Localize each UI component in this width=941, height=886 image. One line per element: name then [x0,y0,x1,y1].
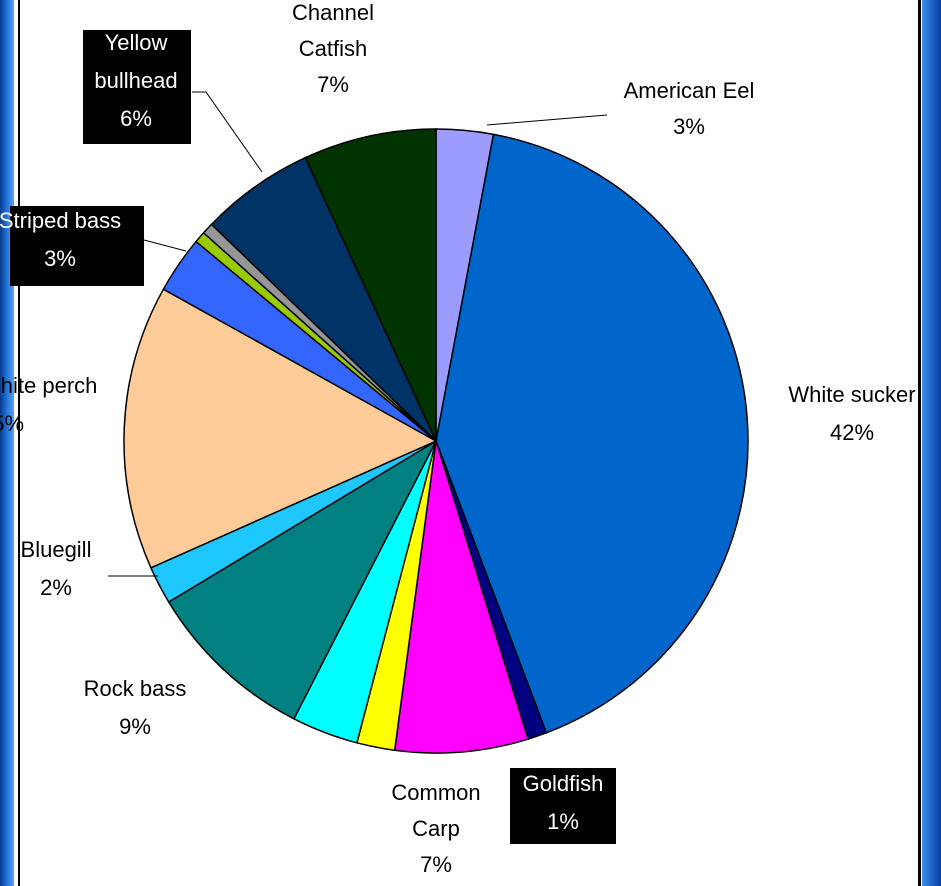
leader-line-striped-bass [143,239,187,252]
label-box-yellow-bullhead [83,30,191,144]
leader-lines [108,91,608,577]
slice-label-common-carp: Common Carp 7% [391,780,480,877]
leader-line-american-eel [486,114,608,126]
frame-border-right [918,0,921,886]
slice-label-yellow-bullhead: Yellow bullhead 6% [94,30,177,131]
frame-border-left [18,0,20,886]
slice-label-goldfish: Goldfish 1% [523,771,604,834]
pie-slice-channel-catfish [304,128,437,442]
slice-label-white-perch: White perch15% [0,373,97,436]
slice-label-striped-bass: Striped bass 3% [0,208,121,271]
leader-line-yellow-bullhead [192,91,263,173]
pie-slice-white-sucker [435,133,749,734]
label-box-goldfish [510,768,616,844]
pie-slices [123,128,749,754]
label-box-striped-bass [10,206,144,286]
slice-label-american-eel: American Eel 3% [624,78,755,139]
slice-label-channel-catfish: Channel Catfish 7% [292,0,374,97]
slice-label-rock-bass: Rock bass 9% [84,676,187,739]
pie-slice-common-carp [393,440,530,754]
pie-slice-white-perch [123,288,438,569]
pie-slice-rock-bass [167,439,438,720]
slice-labels: American Eel 3% White sucker 42% Goldfish 1% C… [0,0,916,877]
slice-label-white-sucker: White sucker 42% [788,382,915,445]
window-frame-right [922,0,941,886]
slice-label-bluegill: Bluegill 2% [21,537,92,600]
